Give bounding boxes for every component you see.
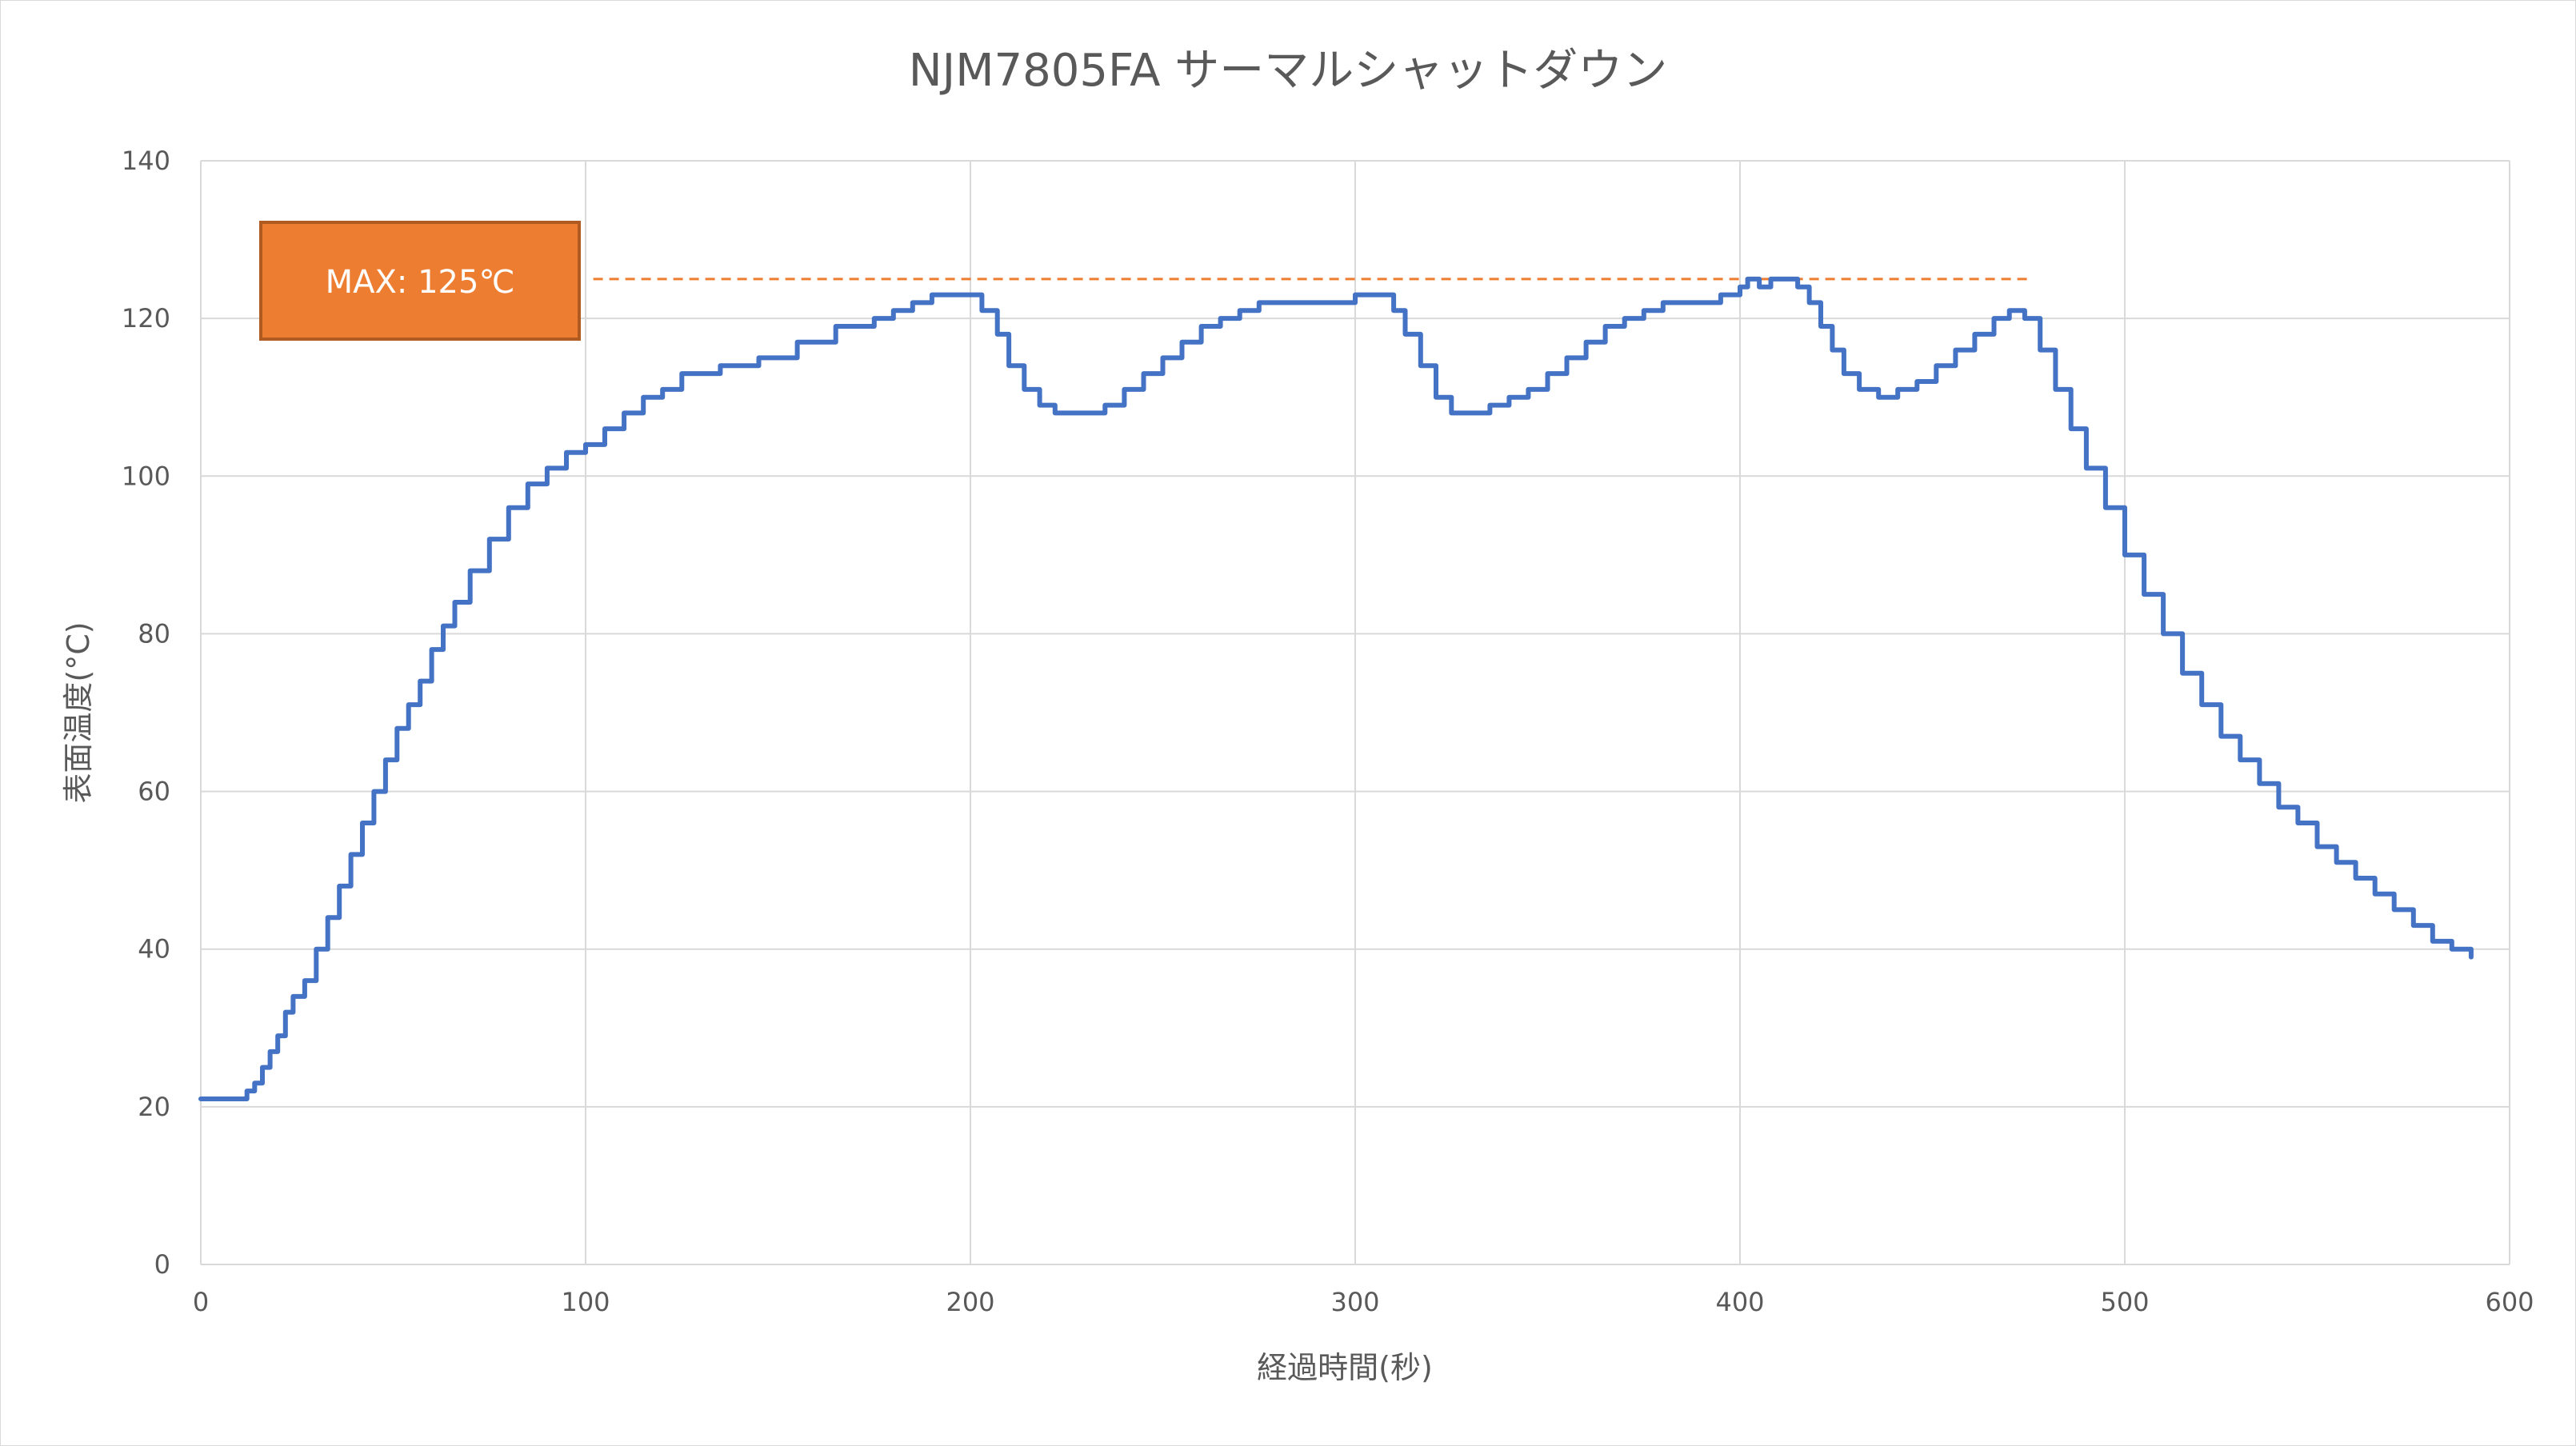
grid-layer [200, 160, 2510, 1265]
x-tick-label: 600 [2485, 1287, 2534, 1317]
x-tick-label: 500 [2100, 1287, 2149, 1317]
x-tick-label: 300 [1330, 1287, 1379, 1317]
y-tick-label: 20 [138, 1092, 170, 1122]
y-tick-label: 120 [122, 303, 170, 334]
y-tick-label: 40 [138, 934, 170, 965]
x-tick-label: 0 [193, 1287, 209, 1317]
chart-title: NJM7805FA サーマルシャットダウン [909, 45, 1667, 97]
x-tick-label: 100 [561, 1287, 610, 1317]
y-tick-label: 140 [122, 146, 170, 176]
y-tick-label: 100 [122, 461, 170, 491]
x-tick-label: 200 [946, 1287, 994, 1317]
y-tick-label: 60 [138, 777, 170, 807]
y-axis-title: 表面温度(°C) [61, 621, 96, 803]
y-tick-label: 0 [154, 1249, 170, 1280]
max-annotation: MAX: 125℃ [259, 221, 581, 341]
max-annotation-box [259, 221, 581, 341]
x-tick-label: 400 [1715, 1287, 1764, 1317]
x-axis-title: 経過時間(秒) [1257, 1350, 1433, 1385]
tick-layer: 0 20 40 60 80 100 120 140 0 100 200 300 400 500 600 [122, 146, 2534, 1317]
series-line-temperature [198, 276, 2474, 1101]
max-annotation-label: MAX: 125℃ [326, 264, 515, 301]
y-tick-label: 80 [138, 618, 170, 649]
